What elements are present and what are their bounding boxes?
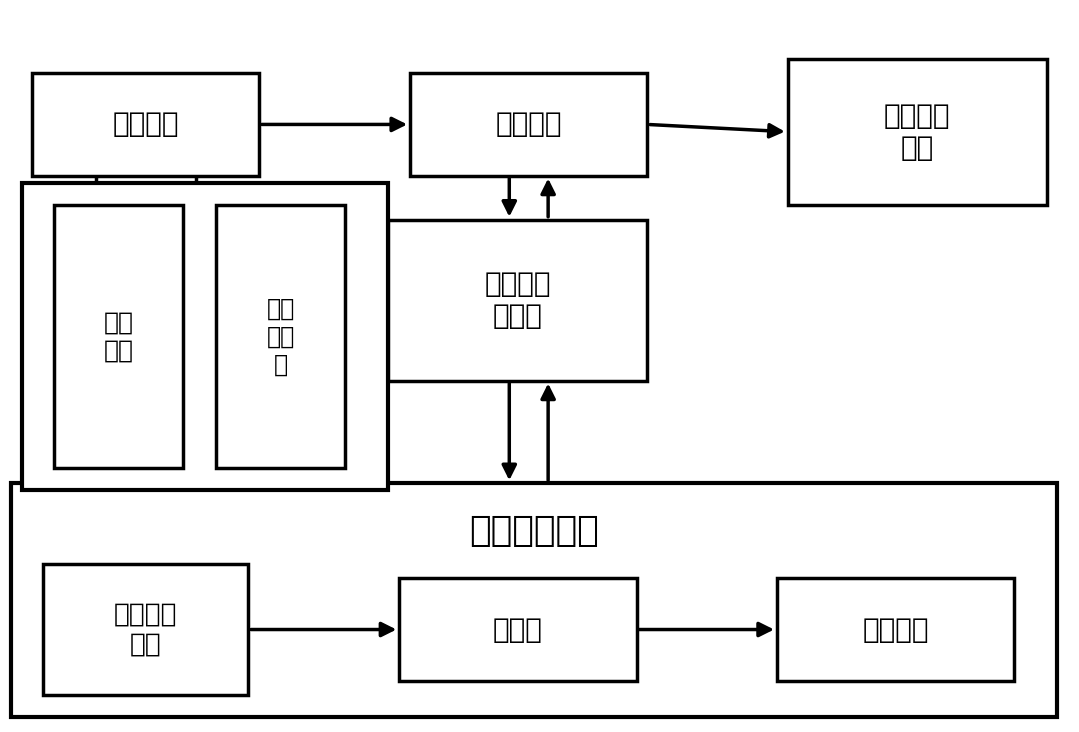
Text: 路径规划
建模: 路径规划 建模 [114,602,177,657]
Text: 迭代初始
化策略: 迭代初始 化策略 [484,270,551,330]
Text: 离散化: 离散化 [493,616,543,643]
Text: 环境感知: 环境感知 [112,111,179,138]
Bar [410,73,647,176]
Text: 障碍
物检
测: 障碍 物检 测 [267,297,295,376]
Text: 输出最优
路径: 输出最优 路径 [884,102,951,162]
Bar [399,578,637,681]
Text: 车位
检测: 车位 检测 [104,311,134,362]
Bar [788,59,1047,205]
Text: 单次路径规划: 单次路径规划 [469,514,599,548]
Bar [54,205,183,468]
Bar [777,578,1014,681]
Bar [43,564,248,695]
Text: 路径优化: 路径优化 [495,111,562,138]
Bar [32,73,259,176]
Bar [22,183,388,490]
Bar [388,220,647,381]
Bar [216,205,345,468]
Text: 优化求解: 优化求解 [862,616,929,643]
Bar [11,483,1057,717]
